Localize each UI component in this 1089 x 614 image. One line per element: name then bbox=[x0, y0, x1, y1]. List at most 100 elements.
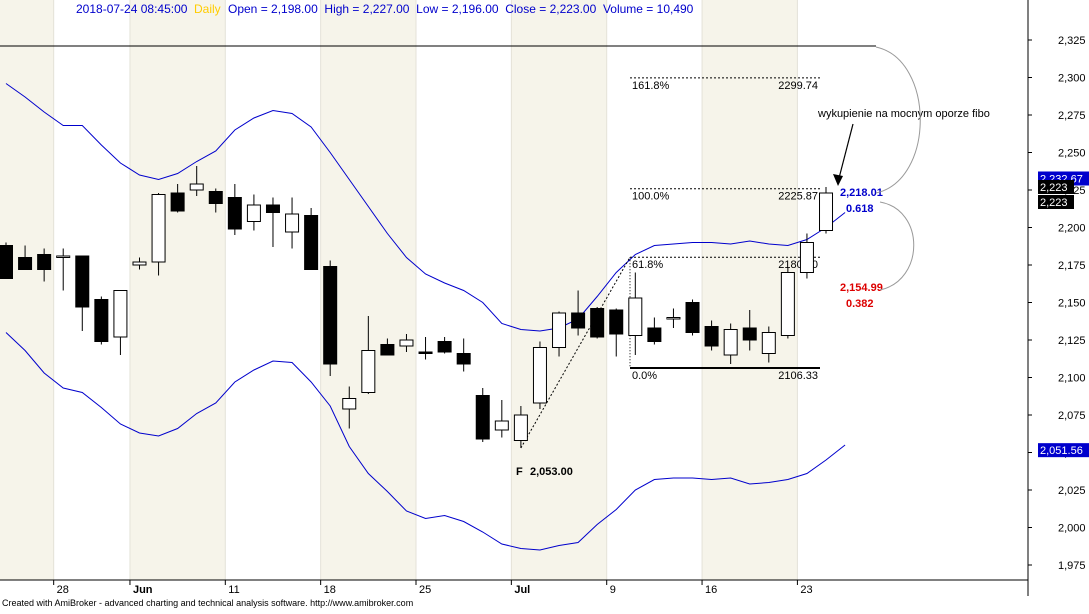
week-shade bbox=[129, 0, 226, 580]
grid-layer bbox=[53, 0, 798, 580]
fib-level-pct: 161.8% bbox=[632, 80, 670, 92]
candle-bull bbox=[246, 204, 261, 222]
fib-level-pct: 0.0% bbox=[632, 370, 657, 382]
candle-bear bbox=[418, 351, 433, 354]
candle-bear bbox=[208, 191, 223, 204]
candle-bull bbox=[399, 339, 414, 347]
y-tick-label: 2,000 bbox=[1058, 523, 1086, 535]
annotation-layer: wykupienie na mocnym oporze fibo 2,218.01… bbox=[0, 45, 990, 478]
x-tick-label: 25 bbox=[419, 584, 431, 596]
projection-arc-lower bbox=[879, 201, 915, 291]
x-tick-label: 23 bbox=[800, 584, 812, 596]
candle-bear bbox=[75, 255, 90, 308]
y-tick-label: 2,075 bbox=[1058, 410, 1086, 422]
candle-bull bbox=[113, 290, 128, 338]
price-label-text: 2,223 bbox=[1040, 182, 1068, 194]
price-label-text: 2,223 bbox=[1040, 197, 1068, 209]
header-interval: Daily bbox=[194, 2, 221, 16]
candle-bear bbox=[380, 344, 395, 356]
candle-bear bbox=[685, 302, 700, 333]
candle-bear bbox=[323, 266, 338, 365]
candle-bear bbox=[571, 312, 586, 329]
candle-bull bbox=[819, 192, 834, 231]
x-tick-label: Jun bbox=[133, 584, 153, 596]
candle-bear bbox=[0, 245, 13, 279]
candle-bull bbox=[342, 398, 357, 410]
price-label-box bbox=[1038, 195, 1074, 209]
y-tick-label: 2,325 bbox=[1058, 35, 1086, 47]
header-ohlcv: Open = 2,198.00 High = 2,227.00 Low = 2,… bbox=[228, 2, 694, 16]
candle-bear bbox=[265, 204, 280, 213]
y-tick-label: 2,250 bbox=[1058, 148, 1086, 160]
candle-bear bbox=[304, 215, 319, 270]
bollinger-bands-layer bbox=[5, 83, 846, 551]
fib-level-pct: 100.0% bbox=[632, 191, 670, 203]
candles-layer bbox=[0, 166, 834, 448]
candle-bull bbox=[361, 350, 376, 393]
week-shade bbox=[511, 0, 607, 580]
candle-bear bbox=[437, 341, 452, 353]
candle-bull bbox=[56, 255, 71, 258]
candle-bull bbox=[494, 420, 509, 431]
projection-arc-upper bbox=[875, 46, 921, 194]
lower-band-line bbox=[5, 332, 846, 551]
annotation-lower-ratio: 0.382 bbox=[846, 298, 874, 310]
y-tick-label: 2,175 bbox=[1058, 260, 1086, 272]
upper-band-line bbox=[5, 83, 846, 332]
candle-bull bbox=[151, 194, 166, 263]
candle-bull bbox=[761, 332, 776, 354]
candle-bear bbox=[475, 395, 490, 440]
weekend-shading-layer bbox=[0, 0, 798, 580]
y-tick-label: 2,125 bbox=[1058, 335, 1086, 347]
x-tick-label: 11 bbox=[228, 584, 239, 596]
annotation-arrowhead bbox=[833, 174, 843, 186]
candle-bull bbox=[552, 312, 567, 348]
candle-bear bbox=[37, 254, 52, 270]
candle-bull bbox=[628, 297, 643, 336]
fib-level-value: 2299.74 bbox=[778, 80, 818, 92]
candle-bull bbox=[723, 329, 738, 356]
y-tick-label: 2,150 bbox=[1058, 298, 1086, 310]
annotation-upper-ratio: 0.618 bbox=[846, 203, 874, 215]
fib-level-value: 2225.87 bbox=[778, 191, 818, 203]
fib-start-value: 2,053.00 bbox=[530, 466, 573, 478]
candle-bear bbox=[590, 308, 605, 338]
annotation-arrow bbox=[837, 123, 854, 183]
candle-bear bbox=[94, 299, 109, 342]
price-label-box bbox=[1038, 443, 1089, 458]
candle-bear bbox=[170, 192, 185, 212]
candle-bull bbox=[189, 183, 204, 191]
candle-bear bbox=[704, 326, 719, 347]
candle-bull bbox=[799, 242, 814, 273]
x-tick-label: 9 bbox=[610, 584, 616, 596]
candle-bear bbox=[742, 327, 757, 341]
candle-bear bbox=[609, 309, 624, 335]
candle-bull bbox=[532, 347, 547, 404]
candle-bull bbox=[132, 261, 147, 266]
candle-bull bbox=[666, 317, 681, 320]
candle-bull bbox=[285, 213, 300, 233]
candle-bull bbox=[513, 414, 528, 441]
candle-bear bbox=[456, 353, 471, 365]
header-datetime: 2018-07-24 08:45:00 bbox=[76, 2, 188, 16]
x-tick-label: Jul bbox=[514, 584, 530, 596]
annotation-note: wykupienie na mocnym oporze fibo bbox=[817, 108, 990, 120]
y-tick-label: 2,275 bbox=[1058, 110, 1086, 122]
fib-swing-line bbox=[520, 256, 631, 449]
x-tick-label: 28 bbox=[57, 584, 69, 596]
price-label-text: 2,051.56 bbox=[1040, 445, 1083, 457]
annotation-lower-price: 2,154.99 bbox=[840, 282, 883, 294]
y-tick-label: 2,025 bbox=[1058, 485, 1086, 497]
candle-bear bbox=[647, 327, 662, 342]
y-tick-label: 1,975 bbox=[1058, 560, 1086, 572]
y-tick-label: 2,300 bbox=[1058, 73, 1086, 85]
x-tick-label: 18 bbox=[324, 584, 336, 596]
candle-bear bbox=[18, 257, 33, 270]
y-tick-label: 2,200 bbox=[1058, 223, 1086, 235]
fib-start-label: F bbox=[516, 466, 523, 478]
footer-credits: Created with AmiBroker - advanced charti… bbox=[2, 598, 413, 608]
